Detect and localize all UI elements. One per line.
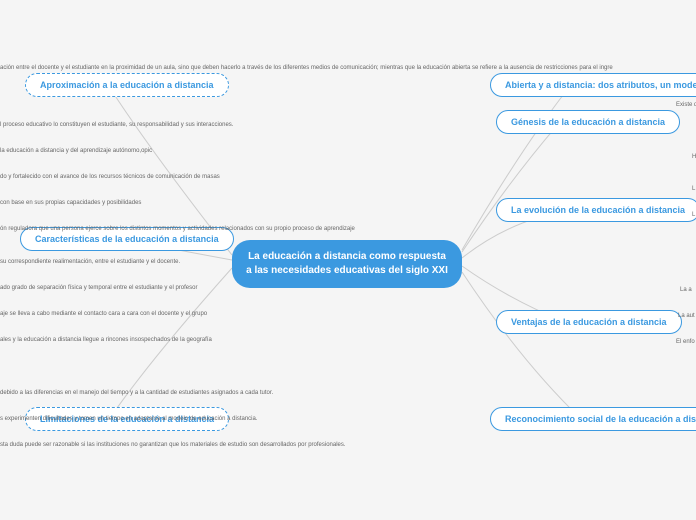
leaf-text: ación entre el docente y el estudiante e… bbox=[0, 65, 613, 71]
leaf-text: sta duda puede ser razonable si las inst… bbox=[0, 442, 346, 448]
leaf-text: la educación a distancia y del aprendiza… bbox=[0, 148, 152, 154]
branch-aprox[interactable]: Aproximación a la educación a distancia bbox=[25, 73, 229, 97]
branch-evol[interactable]: La evolución de la educación a distancia bbox=[496, 198, 696, 222]
branch-genesis[interactable]: Génesis de la educación a distancia bbox=[496, 110, 680, 134]
center-node[interactable]: La educación a distancia como respuesta … bbox=[232, 240, 462, 288]
leaf-text: aje se lleva a cabo mediante el contacto… bbox=[0, 311, 207, 317]
leaf-text: l proceso educativo lo constituyen el es… bbox=[0, 122, 233, 128]
leaf-text: H bbox=[692, 154, 696, 160]
branch-recon[interactable]: Reconocimiento social de la educación a … bbox=[490, 407, 696, 431]
leaf-text: Existe de bbox=[676, 102, 696, 108]
branch-abierta[interactable]: Abierta y a distancia: dos atributos, un… bbox=[490, 73, 696, 97]
leaf-text: L bbox=[692, 212, 695, 218]
leaf-text: El enfo bbox=[676, 339, 695, 345]
leaf-text: L bbox=[692, 186, 695, 192]
leaf-text: La aut bbox=[678, 313, 695, 319]
leaf-text: do y fortalecido con el avance de los re… bbox=[0, 174, 220, 180]
branch-ventajas[interactable]: Ventajas de la educación a distancia bbox=[496, 310, 682, 334]
mindmap-canvas: La educación a distancia como respuesta … bbox=[0, 0, 696, 520]
leaf-text: ales y la educación a distancia llegue a… bbox=[0, 337, 212, 343]
leaf-text: s experimenten dificultades y tomen un t… bbox=[0, 416, 258, 422]
leaf-text: con base en sus propias capacidades y po… bbox=[0, 200, 141, 206]
leaf-text: ado grado de separación física y tempora… bbox=[0, 285, 197, 291]
leaf-text: su correspondiente realimentación, entre… bbox=[0, 259, 180, 265]
leaf-text: debido a las diferencias en el manejo de… bbox=[0, 390, 273, 396]
leaf-text: ón reguladora que una persona ejerce sob… bbox=[0, 226, 355, 232]
leaf-text: La a bbox=[680, 287, 692, 293]
